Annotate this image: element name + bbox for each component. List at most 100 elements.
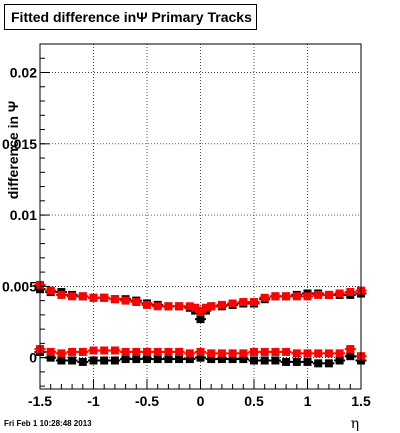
data-point bbox=[217, 355, 226, 364]
data-point bbox=[57, 349, 66, 358]
data-point bbox=[228, 349, 237, 358]
chart-title: Fitted difference inΨ Primary Tracks bbox=[4, 4, 257, 30]
data-point bbox=[314, 349, 323, 358]
data-point bbox=[143, 355, 151, 364]
data-point bbox=[201, 303, 210, 312]
data-point bbox=[164, 355, 173, 364]
data-point bbox=[164, 347, 173, 356]
series-3 bbox=[34, 345, 367, 361]
data-point bbox=[282, 357, 291, 366]
data-point bbox=[346, 345, 355, 354]
data-point bbox=[303, 292, 312, 301]
data-point bbox=[57, 356, 66, 365]
data-point bbox=[207, 302, 216, 311]
data-point bbox=[78, 347, 87, 356]
data-point bbox=[175, 355, 184, 364]
data-point bbox=[324, 349, 333, 358]
y-tick-label: 0.01 bbox=[10, 207, 37, 223]
data-point bbox=[132, 347, 141, 356]
data-point bbox=[185, 349, 194, 358]
data-point bbox=[228, 299, 237, 308]
series-2 bbox=[34, 347, 367, 368]
data-point bbox=[153, 347, 162, 356]
data-point bbox=[217, 349, 226, 358]
data-point bbox=[78, 292, 87, 301]
data-point bbox=[175, 302, 184, 311]
data-point bbox=[335, 356, 344, 365]
y-tick-label: 0 bbox=[29, 350, 37, 366]
x-axis-title: η bbox=[351, 416, 359, 432]
chart-title-text: Fitted difference inΨ Primary Tracks bbox=[11, 9, 252, 25]
data-point bbox=[153, 302, 162, 311]
data-point bbox=[110, 346, 119, 355]
axis-ticks bbox=[39, 43, 362, 389]
data-point bbox=[207, 349, 216, 358]
data-point bbox=[46, 347, 55, 356]
data-point bbox=[46, 286, 55, 295]
data-point bbox=[346, 352, 355, 361]
data-point bbox=[110, 356, 119, 365]
data-point bbox=[346, 288, 355, 297]
y-tick-label: 0.02 bbox=[10, 65, 37, 81]
data-point bbox=[196, 315, 205, 324]
data-point bbox=[335, 349, 344, 358]
x-tick-label: -0.5 bbox=[135, 393, 159, 409]
data-point bbox=[46, 353, 55, 362]
data-point bbox=[303, 357, 312, 366]
data-point bbox=[314, 290, 323, 299]
data-point bbox=[239, 298, 248, 307]
data-point bbox=[260, 347, 269, 356]
data-point bbox=[250, 347, 258, 356]
data-point bbox=[89, 293, 98, 302]
data-point bbox=[185, 355, 194, 364]
data-point bbox=[292, 349, 301, 358]
y-tick-label: 0.005 bbox=[2, 278, 37, 294]
data-point bbox=[110, 295, 119, 304]
data-point bbox=[143, 347, 151, 356]
x-tick-label: 0.5 bbox=[244, 393, 264, 409]
x-tick-label: 1 bbox=[304, 393, 312, 409]
x-tick-label: -1.5 bbox=[28, 393, 52, 409]
data-point bbox=[89, 356, 98, 365]
grid-lines bbox=[39, 44, 362, 389]
data-point bbox=[175, 347, 184, 356]
data-point bbox=[78, 357, 87, 366]
data-point bbox=[196, 347, 205, 356]
x-tick-label: 0 bbox=[197, 393, 205, 409]
data-point bbox=[335, 289, 344, 298]
data-point bbox=[207, 355, 216, 364]
data-point bbox=[68, 356, 77, 365]
timestamp-footer: Fri Feb 1 10:28:48 2013 bbox=[4, 419, 92, 428]
data-point bbox=[228, 355, 237, 364]
data-point bbox=[132, 355, 141, 364]
data-point bbox=[260, 293, 269, 302]
data-point bbox=[324, 290, 333, 299]
data-point bbox=[153, 355, 162, 364]
x-tick-label: -1 bbox=[87, 393, 100, 409]
data-point bbox=[121, 355, 130, 364]
y-tick-label: 0.015 bbox=[2, 136, 37, 152]
data-point bbox=[196, 308, 205, 317]
y-axis-title: difference in Ψ bbox=[5, 101, 21, 199]
series-1 bbox=[34, 280, 367, 317]
data-point bbox=[271, 356, 280, 365]
data-point bbox=[121, 296, 130, 305]
data-point bbox=[282, 292, 291, 301]
x-tick-label: 1.5 bbox=[351, 393, 371, 409]
data-point bbox=[271, 347, 280, 356]
data-point bbox=[250, 298, 258, 307]
data-point bbox=[100, 346, 109, 355]
data-point bbox=[185, 302, 194, 311]
data-point bbox=[196, 353, 205, 362]
data-point bbox=[68, 292, 77, 301]
data-point bbox=[303, 349, 312, 358]
data-point bbox=[89, 346, 98, 355]
data-point bbox=[100, 293, 109, 302]
data-point bbox=[260, 356, 269, 365]
data-point bbox=[164, 302, 173, 311]
data-point bbox=[121, 347, 130, 356]
data-point bbox=[239, 355, 248, 364]
tick-labels: -1.5 -1 -0.5 0 0.5 1 1.5 0 0.005 0.01 0.015 0.02 bbox=[2, 65, 371, 409]
data-point bbox=[68, 347, 77, 356]
